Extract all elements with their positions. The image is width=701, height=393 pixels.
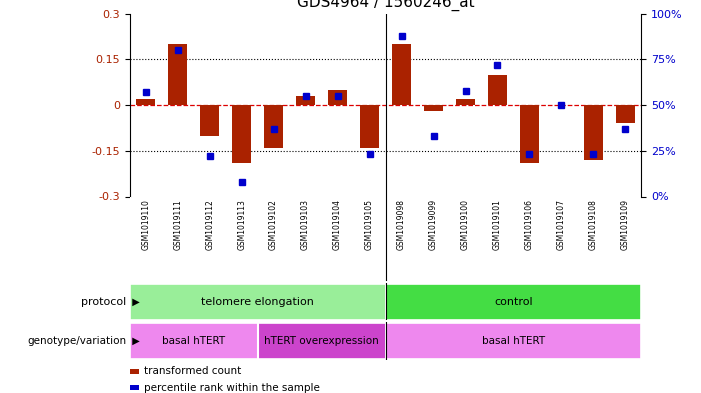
Text: basal hTERT: basal hTERT bbox=[162, 336, 225, 346]
Bar bbox=[456, 99, 475, 105]
Text: basal hTERT: basal hTERT bbox=[482, 336, 545, 346]
Bar bbox=[296, 96, 315, 105]
Bar bbox=[584, 105, 603, 160]
Bar bbox=[130, 323, 258, 359]
Text: GSM1019099: GSM1019099 bbox=[429, 199, 438, 250]
Bar bbox=[136, 99, 156, 105]
Bar bbox=[488, 75, 507, 105]
Text: percentile rank within the sample: percentile rank within the sample bbox=[144, 383, 320, 393]
Bar bbox=[360, 105, 379, 148]
Bar bbox=[232, 105, 251, 163]
Text: GSM1019110: GSM1019110 bbox=[141, 199, 150, 250]
Bar bbox=[520, 105, 539, 163]
Bar bbox=[168, 44, 187, 105]
Bar bbox=[130, 284, 386, 320]
Bar bbox=[386, 323, 641, 359]
Text: GSM1019103: GSM1019103 bbox=[301, 199, 310, 250]
Bar bbox=[328, 90, 347, 105]
Text: protocol: protocol bbox=[81, 297, 126, 307]
Bar bbox=[258, 323, 386, 359]
Text: GSM1019098: GSM1019098 bbox=[397, 199, 406, 250]
Text: GSM1019101: GSM1019101 bbox=[493, 199, 502, 250]
Text: GSM1019108: GSM1019108 bbox=[589, 199, 598, 250]
Text: GSM1019107: GSM1019107 bbox=[557, 199, 566, 250]
Bar bbox=[386, 284, 641, 320]
Text: GSM1019106: GSM1019106 bbox=[525, 199, 534, 250]
Text: GSM1019105: GSM1019105 bbox=[365, 199, 374, 250]
Bar bbox=[424, 105, 443, 111]
Bar bbox=[264, 105, 283, 148]
Text: GSM1019104: GSM1019104 bbox=[333, 199, 342, 250]
Text: GSM1019109: GSM1019109 bbox=[621, 199, 630, 250]
Text: ▶: ▶ bbox=[126, 336, 140, 346]
Text: GSM1019111: GSM1019111 bbox=[173, 199, 182, 250]
Bar bbox=[392, 44, 411, 105]
Title: GDS4964 / 1560246_at: GDS4964 / 1560246_at bbox=[297, 0, 475, 11]
Text: transformed count: transformed count bbox=[144, 366, 241, 376]
Text: GSM1019102: GSM1019102 bbox=[269, 199, 278, 250]
Text: control: control bbox=[494, 297, 533, 307]
Bar bbox=[616, 105, 635, 123]
Text: telomere elongation: telomere elongation bbox=[201, 297, 314, 307]
Text: GSM1019100: GSM1019100 bbox=[461, 199, 470, 250]
Text: GSM1019112: GSM1019112 bbox=[205, 199, 214, 250]
Bar bbox=[200, 105, 219, 136]
Text: ▶: ▶ bbox=[126, 297, 140, 307]
Text: hTERT overexpression: hTERT overexpression bbox=[264, 336, 379, 346]
Text: genotype/variation: genotype/variation bbox=[27, 336, 126, 346]
Text: GSM1019113: GSM1019113 bbox=[237, 199, 246, 250]
